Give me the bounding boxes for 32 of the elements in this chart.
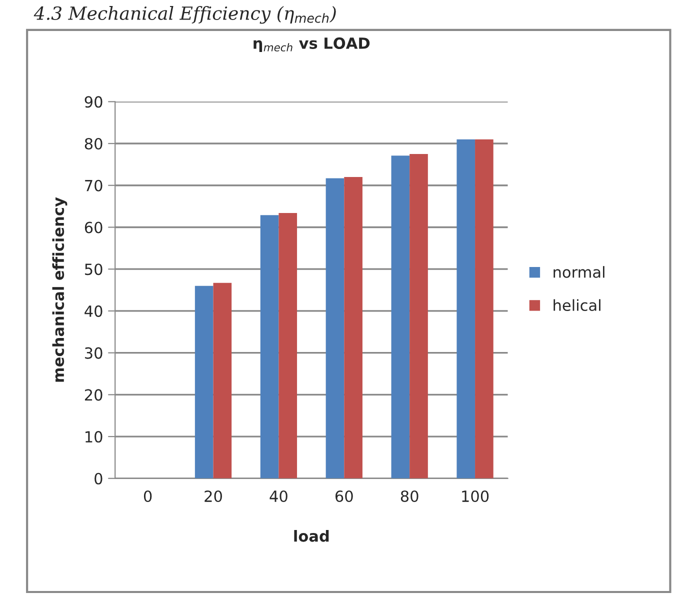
- y-tick-label: 60: [84, 222, 102, 234]
- x-tick-label: 100: [462, 490, 489, 502]
- bar: [326, 178, 344, 478]
- y-axis-title: mechanical efficiency: [52, 197, 68, 382]
- bar: [456, 139, 476, 478]
- x-tick-label: 0: [144, 490, 152, 502]
- x-tick-label: 40: [270, 490, 288, 502]
- chart-title: η$_{mech}$ vs LOAD: [254, 37, 370, 52]
- y-tick-label: 50: [85, 264, 102, 276]
- x-tick-label: 60: [335, 490, 353, 502]
- y-tick-label: 80: [84, 138, 102, 150]
- y-tick-label: 90: [84, 96, 102, 108]
- y-tick-label: 10: [86, 431, 102, 443]
- bar: [410, 154, 428, 478]
- bar: [278, 213, 298, 478]
- x-axis-title: load: [294, 530, 329, 542]
- text: 4.3 Mechanical Efficiency (η$_{mech}$): [34, 6, 336, 24]
- legend-label: helical: [554, 299, 600, 312]
- bar: [213, 282, 232, 478]
- y-tick-label: 40: [84, 305, 102, 317]
- bar: [194, 286, 214, 478]
- x-tick-label: 20: [204, 490, 222, 502]
- y-tick-label: 20: [84, 389, 102, 401]
- bar: [475, 139, 494, 478]
- bar: [391, 156, 410, 478]
- legend-label: normal: [554, 266, 604, 278]
- y-tick-label: 30: [85, 347, 102, 359]
- x-tick-label: 80: [400, 490, 418, 502]
- y-tick-label: 70: [85, 180, 102, 192]
- bar: [344, 177, 362, 478]
- bar: [260, 215, 279, 478]
- y-tick-label: 0: [94, 472, 102, 484]
